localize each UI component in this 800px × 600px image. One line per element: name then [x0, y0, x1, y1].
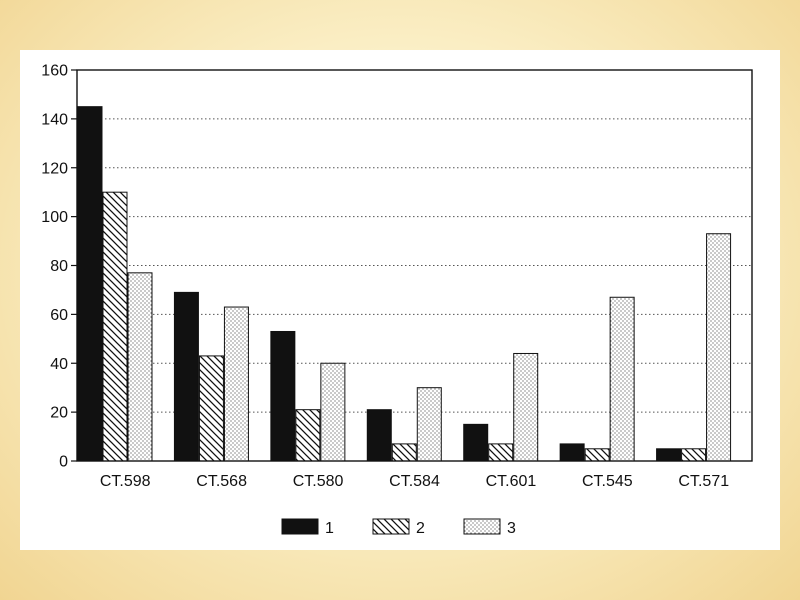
- legend-swatch-2: [372, 518, 410, 535]
- x-category-label: CT.580: [293, 473, 344, 490]
- legend-swatch-1: [281, 518, 319, 535]
- bar-series-3: [320, 362, 346, 462]
- bar-series-2: [391, 443, 417, 462]
- x-category-label: CT.568: [196, 473, 247, 490]
- bar-series-2: [681, 448, 707, 462]
- x-category-label: CT.571: [678, 473, 729, 490]
- slide-panel: 0 20 40 60 80 100 120 140 160 CT.598 CT.568 CT.580…: [20, 50, 780, 550]
- y-tick-label: 100: [41, 209, 68, 226]
- y-tick-label: 120: [41, 160, 68, 177]
- bar-series-1: [366, 409, 392, 462]
- bar-series-2: [102, 191, 128, 462]
- x-category-label: CT.601: [486, 473, 537, 490]
- bar-series-3: [706, 233, 732, 462]
- x-category-label: CT.545: [582, 473, 633, 490]
- bar-series-2: [584, 448, 610, 462]
- bars: [77, 106, 732, 462]
- y-tick-label: 160: [41, 63, 68, 80]
- bar-series-2: [198, 355, 224, 462]
- bar-series-1: [656, 448, 682, 462]
- legend-label: 3: [507, 520, 516, 537]
- bar-series-1: [77, 106, 103, 462]
- y-tick-label: 40: [50, 356, 68, 373]
- bar-series-1: [270, 330, 296, 462]
- bar-series-3: [609, 296, 635, 462]
- bar-series-2: [488, 443, 514, 462]
- bar-series-3: [513, 352, 539, 462]
- bar-series-1: [559, 443, 585, 462]
- y-tick-label: 20: [50, 405, 68, 422]
- x-category-label: CT.598: [100, 473, 151, 490]
- legend-label: 1: [325, 520, 334, 537]
- legend-label: 2: [416, 520, 425, 537]
- y-tick-label: 80: [50, 258, 68, 275]
- y-tick-label: 60: [50, 307, 68, 324]
- y-tick-label: 140: [41, 111, 68, 128]
- legend-swatch-3: [463, 518, 501, 535]
- bar-series-2: [295, 409, 321, 462]
- y-axis-ticks: 0 20 40 60 80 100 120 140 160: [41, 63, 77, 471]
- legend: 1 2 3: [281, 518, 516, 537]
- bar-series-1: [463, 423, 489, 462]
- x-category-label: CT.584: [389, 473, 440, 490]
- bar-series-3: [416, 387, 442, 462]
- x-axis-categories: CT.598 CT.568 CT.580 CT.584 CT.601 CT.545 CT.5…: [100, 473, 729, 490]
- bar-series-3: [223, 306, 249, 462]
- bar-chart: 0 20 40 60 80 100 120 140 160 CT.598 CT.568 CT.580…: [41, 63, 753, 537]
- bar-series-1: [173, 291, 199, 462]
- y-tick-label: 0: [59, 454, 68, 471]
- bar-series-3: [127, 272, 153, 462]
